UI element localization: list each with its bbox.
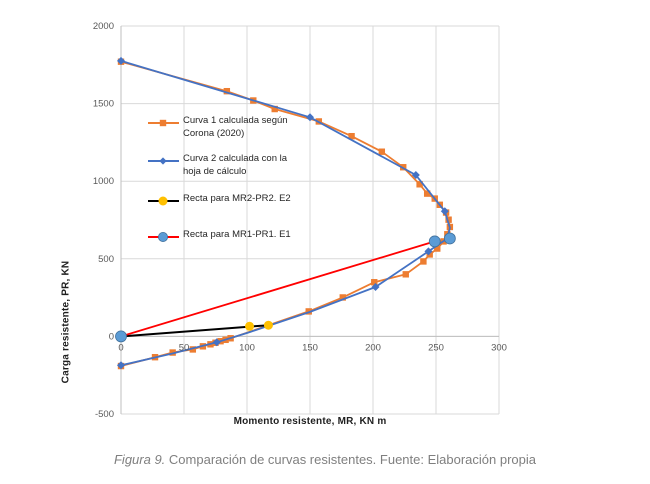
svg-text:200: 200 [365, 342, 381, 353]
legend-label: Recta para MR2-PR2. E2 [183, 193, 291, 205]
svg-text:-500: -500 [95, 409, 114, 420]
caption-text: Comparación de curvas resistentes. Fuent… [165, 452, 536, 467]
svg-text:150: 150 [302, 342, 318, 353]
series-2 [117, 56, 451, 370]
x-axis-title: Momento resistente, MR, KN m [233, 416, 387, 427]
svg-text:1500: 1500 [93, 99, 114, 110]
svg-text:2000: 2000 [93, 21, 114, 32]
legend-marker-icon [148, 232, 179, 243]
svg-text:300: 300 [491, 342, 507, 353]
y-axis-title: Carga resistente, PR, KN [60, 260, 72, 384]
svg-text:0: 0 [118, 342, 123, 353]
figure-caption: Figura 9. Comparación de curvas resisten… [0, 452, 650, 467]
caption-figure-label: Figura 9. [113, 452, 166, 467]
axis-lines [120, 26, 499, 414]
svg-text:100: 100 [239, 342, 255, 353]
svg-text:1000: 1000 [93, 176, 114, 187]
legend-item-1: Curva 1 calculada según Corona (2020) [147, 114, 327, 140]
series-4 [115, 232, 456, 343]
series-3 [120, 320, 273, 338]
legend-marker-icon [148, 196, 179, 206]
svg-text:500: 500 [98, 254, 114, 265]
svg-text:50: 50 [179, 342, 190, 353]
legend-label: Curva 2 calculada con la hoja de cálculo [183, 153, 288, 178]
legend-item-2: Curva 2 calculada con la hoja de cálculo [147, 152, 327, 178]
tick-labels: 2000 1500 1000 500 0 -500 0 50 100 150 200 250 300 [93, 21, 507, 420]
legend-item-4: Recta para MR1-PR1. E1 [147, 228, 327, 244]
svg-text:0: 0 [109, 331, 114, 342]
legend-marker-icon [148, 157, 179, 165]
legend-item-3: Recta para MR2-PR2. E2 [147, 192, 327, 208]
svg-text:250: 250 [428, 342, 444, 353]
chart-legend: Curva 1 calculada según Corona (2020) Curv… [147, 114, 327, 256]
legend-label: Recta para MR1-PR1. E1 [183, 229, 291, 241]
legend-label: Curva 1 calculada según Corona (2020) [183, 115, 288, 140]
legend-marker-icon [148, 119, 179, 127]
